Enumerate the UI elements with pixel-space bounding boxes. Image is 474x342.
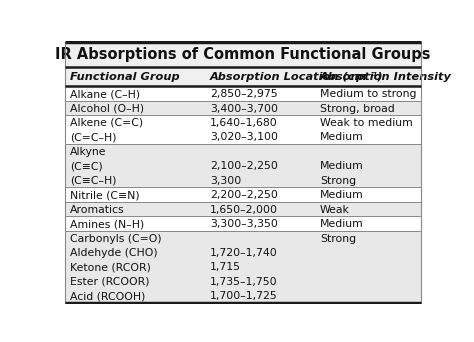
- Bar: [65, 202, 421, 216]
- Text: Weak to medium: Weak to medium: [320, 118, 413, 128]
- Text: Medium: Medium: [320, 219, 364, 229]
- Text: Alkyne: Alkyne: [70, 147, 107, 157]
- Text: (C≡C): (C≡C): [70, 161, 103, 171]
- Text: Alkane (C–H): Alkane (C–H): [70, 89, 140, 99]
- Text: Strong: Strong: [320, 176, 356, 186]
- Text: 2,200–2,250: 2,200–2,250: [210, 190, 278, 200]
- Text: Ketone (RCOR): Ketone (RCOR): [70, 262, 151, 273]
- Text: Alcohol (O–H): Alcohol (O–H): [70, 104, 145, 114]
- Text: 3,400–3,700: 3,400–3,700: [210, 104, 278, 114]
- Text: Medium to strong: Medium to strong: [320, 89, 417, 99]
- Bar: [65, 115, 421, 144]
- Text: 2,100–2,250: 2,100–2,250: [210, 161, 278, 171]
- Text: 1,735–1,750: 1,735–1,750: [210, 277, 277, 287]
- Text: Medium: Medium: [320, 132, 364, 142]
- Text: 1,720–1,740: 1,720–1,740: [210, 248, 278, 258]
- Text: IR Absorptions of Common Functional Groups: IR Absorptions of Common Functional Grou…: [55, 47, 431, 62]
- Text: 2,850–2,975: 2,850–2,975: [210, 89, 277, 99]
- Text: Functional Group: Functional Group: [70, 72, 180, 82]
- Text: Ester (RCOOR): Ester (RCOOR): [70, 277, 150, 287]
- Text: Weak: Weak: [320, 205, 350, 215]
- Bar: [65, 187, 421, 202]
- Text: Amines (N–H): Amines (N–H): [70, 219, 145, 229]
- Text: Absorption Intensity: Absorption Intensity: [320, 72, 452, 82]
- Text: Strong: Strong: [320, 234, 356, 244]
- Text: Strong, broad: Strong, broad: [320, 104, 395, 114]
- Text: 1,650–2,000: 1,650–2,000: [210, 205, 278, 215]
- Text: Alkene (C=C): Alkene (C=C): [70, 118, 144, 128]
- Text: 1,700–1,725: 1,700–1,725: [210, 291, 278, 301]
- Text: 3,020–3,100: 3,020–3,100: [210, 132, 278, 142]
- Text: 3,300–3,350: 3,300–3,350: [210, 219, 278, 229]
- Text: Medium: Medium: [320, 190, 364, 200]
- Bar: [65, 101, 421, 115]
- Bar: [65, 67, 421, 86]
- Text: 1,640–1,680: 1,640–1,680: [210, 118, 278, 128]
- Text: Absorption Location (cm⁻¹): Absorption Location (cm⁻¹): [210, 72, 383, 82]
- Bar: [65, 144, 421, 187]
- Text: 3,300: 3,300: [210, 176, 241, 186]
- Text: (C≡C–H): (C≡C–H): [70, 176, 117, 186]
- Bar: [65, 42, 421, 67]
- Text: Aromatics: Aromatics: [70, 205, 125, 215]
- Text: Carbonyls (C=O): Carbonyls (C=O): [70, 234, 162, 244]
- Text: 1,715: 1,715: [210, 262, 241, 273]
- Bar: [65, 231, 421, 303]
- Text: (C=C–H): (C=C–H): [70, 132, 117, 142]
- Bar: [65, 216, 421, 231]
- Text: Aldehyde (CHO): Aldehyde (CHO): [70, 248, 158, 258]
- Bar: [65, 86, 421, 101]
- Text: Nitrile (C≡N): Nitrile (C≡N): [70, 190, 140, 200]
- Text: Medium: Medium: [320, 161, 364, 171]
- Text: Acid (RCOOH): Acid (RCOOH): [70, 291, 146, 301]
